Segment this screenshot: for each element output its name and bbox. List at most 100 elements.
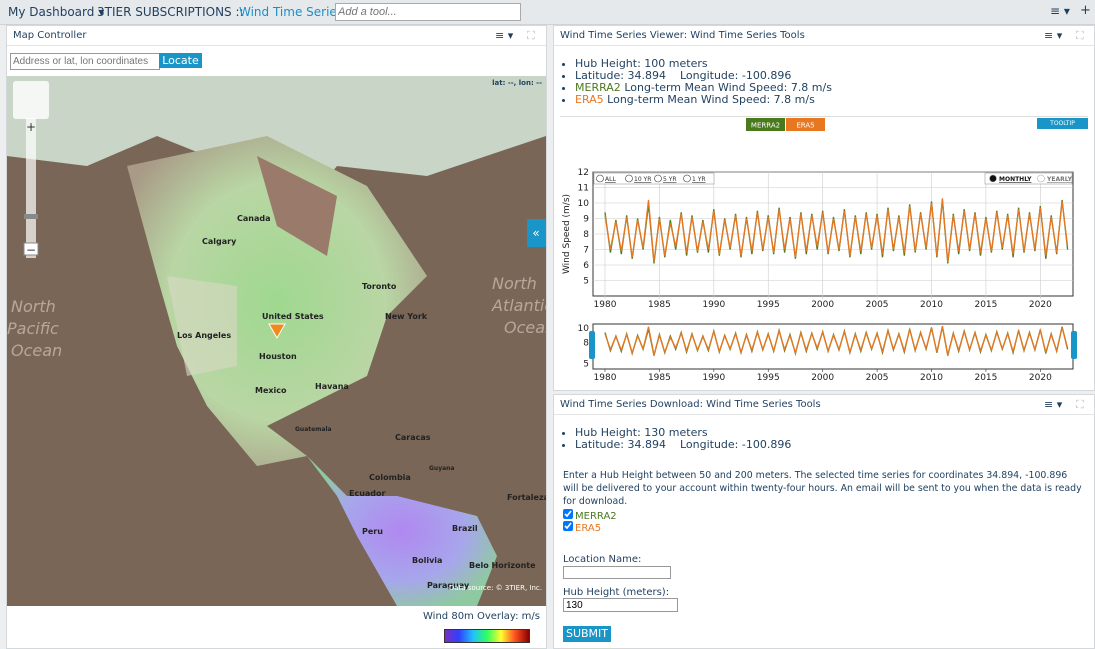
y-tick-label: 12	[578, 168, 589, 178]
radio[interactable]	[989, 174, 997, 183]
info-item: ERA5 Long-term Mean Wind Speed: 7.8 m/s	[575, 94, 832, 106]
address-input[interactable]	[10, 53, 160, 70]
maximize[interactable]: ⛶	[527, 29, 535, 42]
navigator-handle[interactable]	[589, 331, 595, 359]
series-name: ERA5	[575, 93, 604, 106]
add-tool-input[interactable]	[335, 3, 521, 21]
legend-label: ERA5	[796, 122, 814, 130]
range-button[interactable]: 1 YR	[692, 176, 706, 183]
x-tick-label: 2020	[1029, 373, 1052, 383]
chart: MERRA2 ERA5 5 6 7 8 9 10 11 12 1980 1985 1990 1995 200…	[562, 118, 1077, 383]
radio[interactable]	[625, 174, 633, 183]
map-label: Fortaleza	[507, 493, 546, 502]
ocean-label: Atlantic	[491, 296, 546, 315]
info-item: Hub Height: 100 meters	[575, 58, 832, 70]
info-text: Latitude: 34.894	[575, 438, 666, 451]
map-label: Los Angeles	[177, 331, 231, 340]
checkbox[interactable]	[563, 509, 573, 519]
hudson-bay	[257, 156, 337, 256]
x-tick-label: 1990	[702, 373, 725, 383]
map-label: Guatemala	[295, 426, 332, 433]
map-label: Brazil	[452, 524, 478, 533]
y-tick-label: 11	[578, 184, 589, 194]
info-item: Hub Height: 130 meters	[575, 427, 791, 439]
checkbox-row[interactable]: ERA5	[563, 521, 601, 534]
download-info: Hub Height: 130 meters Latitude: 34.894 …	[559, 427, 791, 451]
attribution: Data source: © 3TIER, Inc.	[449, 584, 542, 592]
map-label: Calgary	[202, 237, 237, 246]
hub-input[interactable]	[563, 598, 678, 612]
field-label: Hub Height (meters):	[563, 587, 670, 598]
svg-text:+: +	[26, 120, 36, 134]
legend-button[interactable]	[786, 118, 825, 131]
zoom-control[interactable]: + −	[13, 81, 49, 258]
radio[interactable]	[683, 174, 691, 183]
map-label: Peru	[362, 527, 383, 536]
info-item: Latitude: 34.894 Longitude: -100.896	[575, 70, 832, 82]
y-tick-label: 6	[583, 261, 589, 271]
info-text: Long-term Mean Wind Speed: 7.8 m/s	[624, 81, 832, 94]
overlay-label: Wind 80m Overlay: m/s	[423, 611, 540, 622]
range-button[interactable]: ALL	[605, 176, 616, 183]
y-tick-label: 5	[583, 359, 589, 369]
x-tick-label: 1985	[648, 373, 671, 383]
panel-title: Wind Time Series Download: Wind Time Ser…	[554, 395, 1094, 415]
map-labels: Canada Calgary United States Toronto New…	[177, 214, 546, 590]
add-icon[interactable]: +	[1080, 3, 1091, 18]
dashboard-menu[interactable]: My Dashboard ▾	[8, 5, 105, 19]
info-text: Longitude: -100.896	[679, 69, 792, 82]
maximize[interactable]: ⛶	[1076, 29, 1084, 42]
navigator-handle[interactable]	[1071, 331, 1077, 359]
range-button[interactable]: 5 YR	[663, 176, 677, 183]
x-tick-label: 2020	[1029, 300, 1052, 310]
y-tick-label: 10	[578, 324, 590, 334]
x-tick-label: 1985	[648, 300, 671, 310]
map-label: Paraguay	[427, 581, 470, 590]
locate-button[interactable]: Locate	[159, 53, 202, 68]
svg-text:−: −	[26, 243, 36, 257]
menu-icon[interactable]: ≡ ▾	[1050, 4, 1070, 18]
series-line	[604, 325, 1069, 356]
series-name: MERRA2	[575, 81, 621, 94]
submit-button[interactable]: SUBMIT	[563, 626, 611, 642]
viewer-panel: Wind Time Series Viewer: Wind Time Serie…	[553, 25, 1095, 391]
map-panel: Map Controller ≡ ▾ ⛶ Locate Canada Calga…	[6, 25, 547, 649]
map-label: Belo Horizonte	[469, 561, 536, 570]
x-tick-label: 1995	[757, 373, 780, 383]
location-input[interactable]	[563, 566, 671, 579]
checkbox-label: ERA5	[575, 523, 602, 534]
period-button[interactable]: YEARLY	[1046, 176, 1073, 183]
checkbox[interactable]	[563, 521, 573, 531]
y-tick-label: 8	[583, 338, 589, 348]
download-panel: Wind Time Series Download: Wind Time Ser…	[553, 394, 1095, 649]
x-tick-label: 1995	[757, 300, 780, 310]
dashboard-label: My Dashboard	[8, 5, 95, 19]
panel-menu[interactable]: ≡ ▾	[495, 29, 514, 42]
range-button[interactable]: 10 YR	[634, 176, 651, 183]
x-tick-label: 1980	[594, 300, 617, 310]
legend-label: MERRA2	[751, 122, 780, 130]
south-america	[307, 456, 497, 606]
y-tick-label: 5	[583, 277, 589, 287]
panel-menu[interactable]: ≡ ▾	[1044, 398, 1063, 411]
checkbox-row[interactable]: MERRA2	[563, 509, 617, 522]
ocean-label: Pacific	[7, 319, 59, 338]
legend-button[interactable]	[746, 118, 785, 131]
location-marker[interactable]	[268, 323, 286, 340]
divider	[560, 116, 1088, 117]
maximize[interactable]: ⛶	[1076, 398, 1084, 411]
period-button[interactable]: MONTHLY	[999, 176, 1032, 183]
radio[interactable]	[596, 174, 604, 183]
x-tick-label: 2005	[866, 373, 889, 383]
radio[interactable]	[1037, 174, 1045, 183]
radio[interactable]	[654, 174, 662, 183]
info-text: Latitude: 34.894	[575, 69, 666, 82]
map[interactable]: Canada Calgary United States Toronto New…	[7, 76, 546, 606]
x-tick-label: 2015	[974, 373, 997, 383]
tooltip-button[interactable]: TOOLTIP	[1037, 118, 1088, 129]
panel-menu[interactable]: ≡ ▾	[1044, 29, 1063, 42]
map-label: Ecuador	[349, 489, 386, 498]
checkbox-label: MERRA2	[575, 511, 617, 522]
collapse-button[interactable]	[527, 219, 546, 247]
